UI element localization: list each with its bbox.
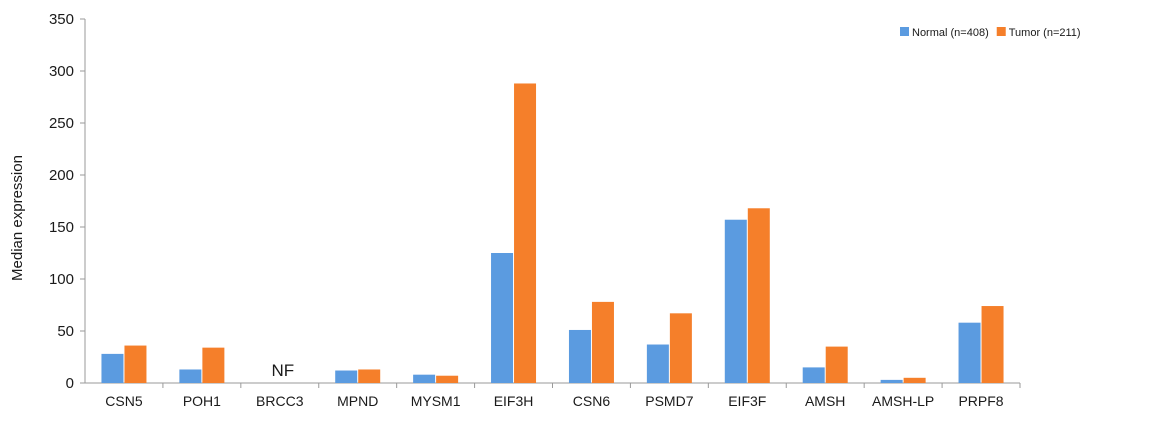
bar-normal: [880, 379, 903, 383]
x-category-label: MYSM1: [411, 393, 461, 409]
bar-tumor: [825, 346, 848, 383]
bar-normal: [335, 370, 358, 383]
y-tick-label: 250: [49, 115, 74, 132]
x-category-label: AMSH-LP: [872, 393, 934, 409]
bar-tumor: [202, 347, 225, 383]
y-tick-label: 50: [57, 323, 74, 340]
x-category-label: PRPF8: [958, 393, 1003, 409]
x-category-label: BRCC3: [256, 393, 304, 409]
x-category-label: CSN5: [105, 393, 143, 409]
legend-label-tumor: Tumor (n=211): [1009, 27, 1081, 39]
x-category-label: MPND: [337, 393, 378, 409]
y-tick-label: 200: [49, 167, 74, 184]
x-category-label: EIF3F: [728, 393, 766, 409]
y-tick-label: 300: [49, 63, 74, 80]
y-tick-label: 0: [66, 375, 74, 392]
bar-normal: [101, 353, 124, 383]
x-category-label: EIF3H: [494, 393, 534, 409]
y-tick-label: 350: [49, 11, 74, 28]
bar-tumor: [747, 208, 770, 383]
bars: [101, 83, 1004, 383]
bar-tumor: [903, 377, 926, 383]
bar-tumor: [669, 313, 692, 383]
bar-normal: [568, 329, 591, 383]
bar-normal: [724, 219, 747, 383]
legend-swatch-normal: [900, 27, 909, 36]
legend-label-normal: Normal (n=408): [912, 27, 989, 39]
bar-tumor: [124, 345, 147, 383]
bar-tumor: [358, 369, 381, 383]
bar-tumor: [514, 83, 537, 383]
legend: Normal (n=408) Tumor (n=211): [900, 27, 1081, 39]
legend-swatch-tumor: [996, 27, 1006, 36]
bar-normal: [179, 369, 202, 383]
annotations: NF: [271, 361, 294, 380]
y-axis-title: Median expression: [9, 155, 26, 281]
x-category-label: POH1: [183, 393, 221, 409]
y-tick-label: 100: [49, 271, 74, 288]
bar-normal: [958, 322, 981, 383]
y-axis: 0 50 100 150 200 250 300 350: [49, 11, 86, 392]
x-category-label: CSN6: [573, 393, 611, 409]
x-category-label: AMSH: [805, 393, 845, 409]
bar-normal: [802, 367, 825, 383]
bar-tumor: [591, 301, 614, 383]
x-category-label: PSMD7: [645, 393, 693, 409]
bar-tumor: [981, 306, 1004, 383]
not-found-label: NF: [271, 361, 294, 380]
bar-tumor: [436, 375, 459, 383]
bar-normal: [413, 374, 436, 383]
y-tick-label: 150: [49, 219, 74, 236]
bar-normal: [491, 253, 514, 383]
bar-normal: [646, 344, 669, 383]
x-axis: CSN5 POH1 BRCC3 MPND MYSM1 EIF3H CSN6 PSMD7 EIF3…: [85, 382, 1021, 409]
